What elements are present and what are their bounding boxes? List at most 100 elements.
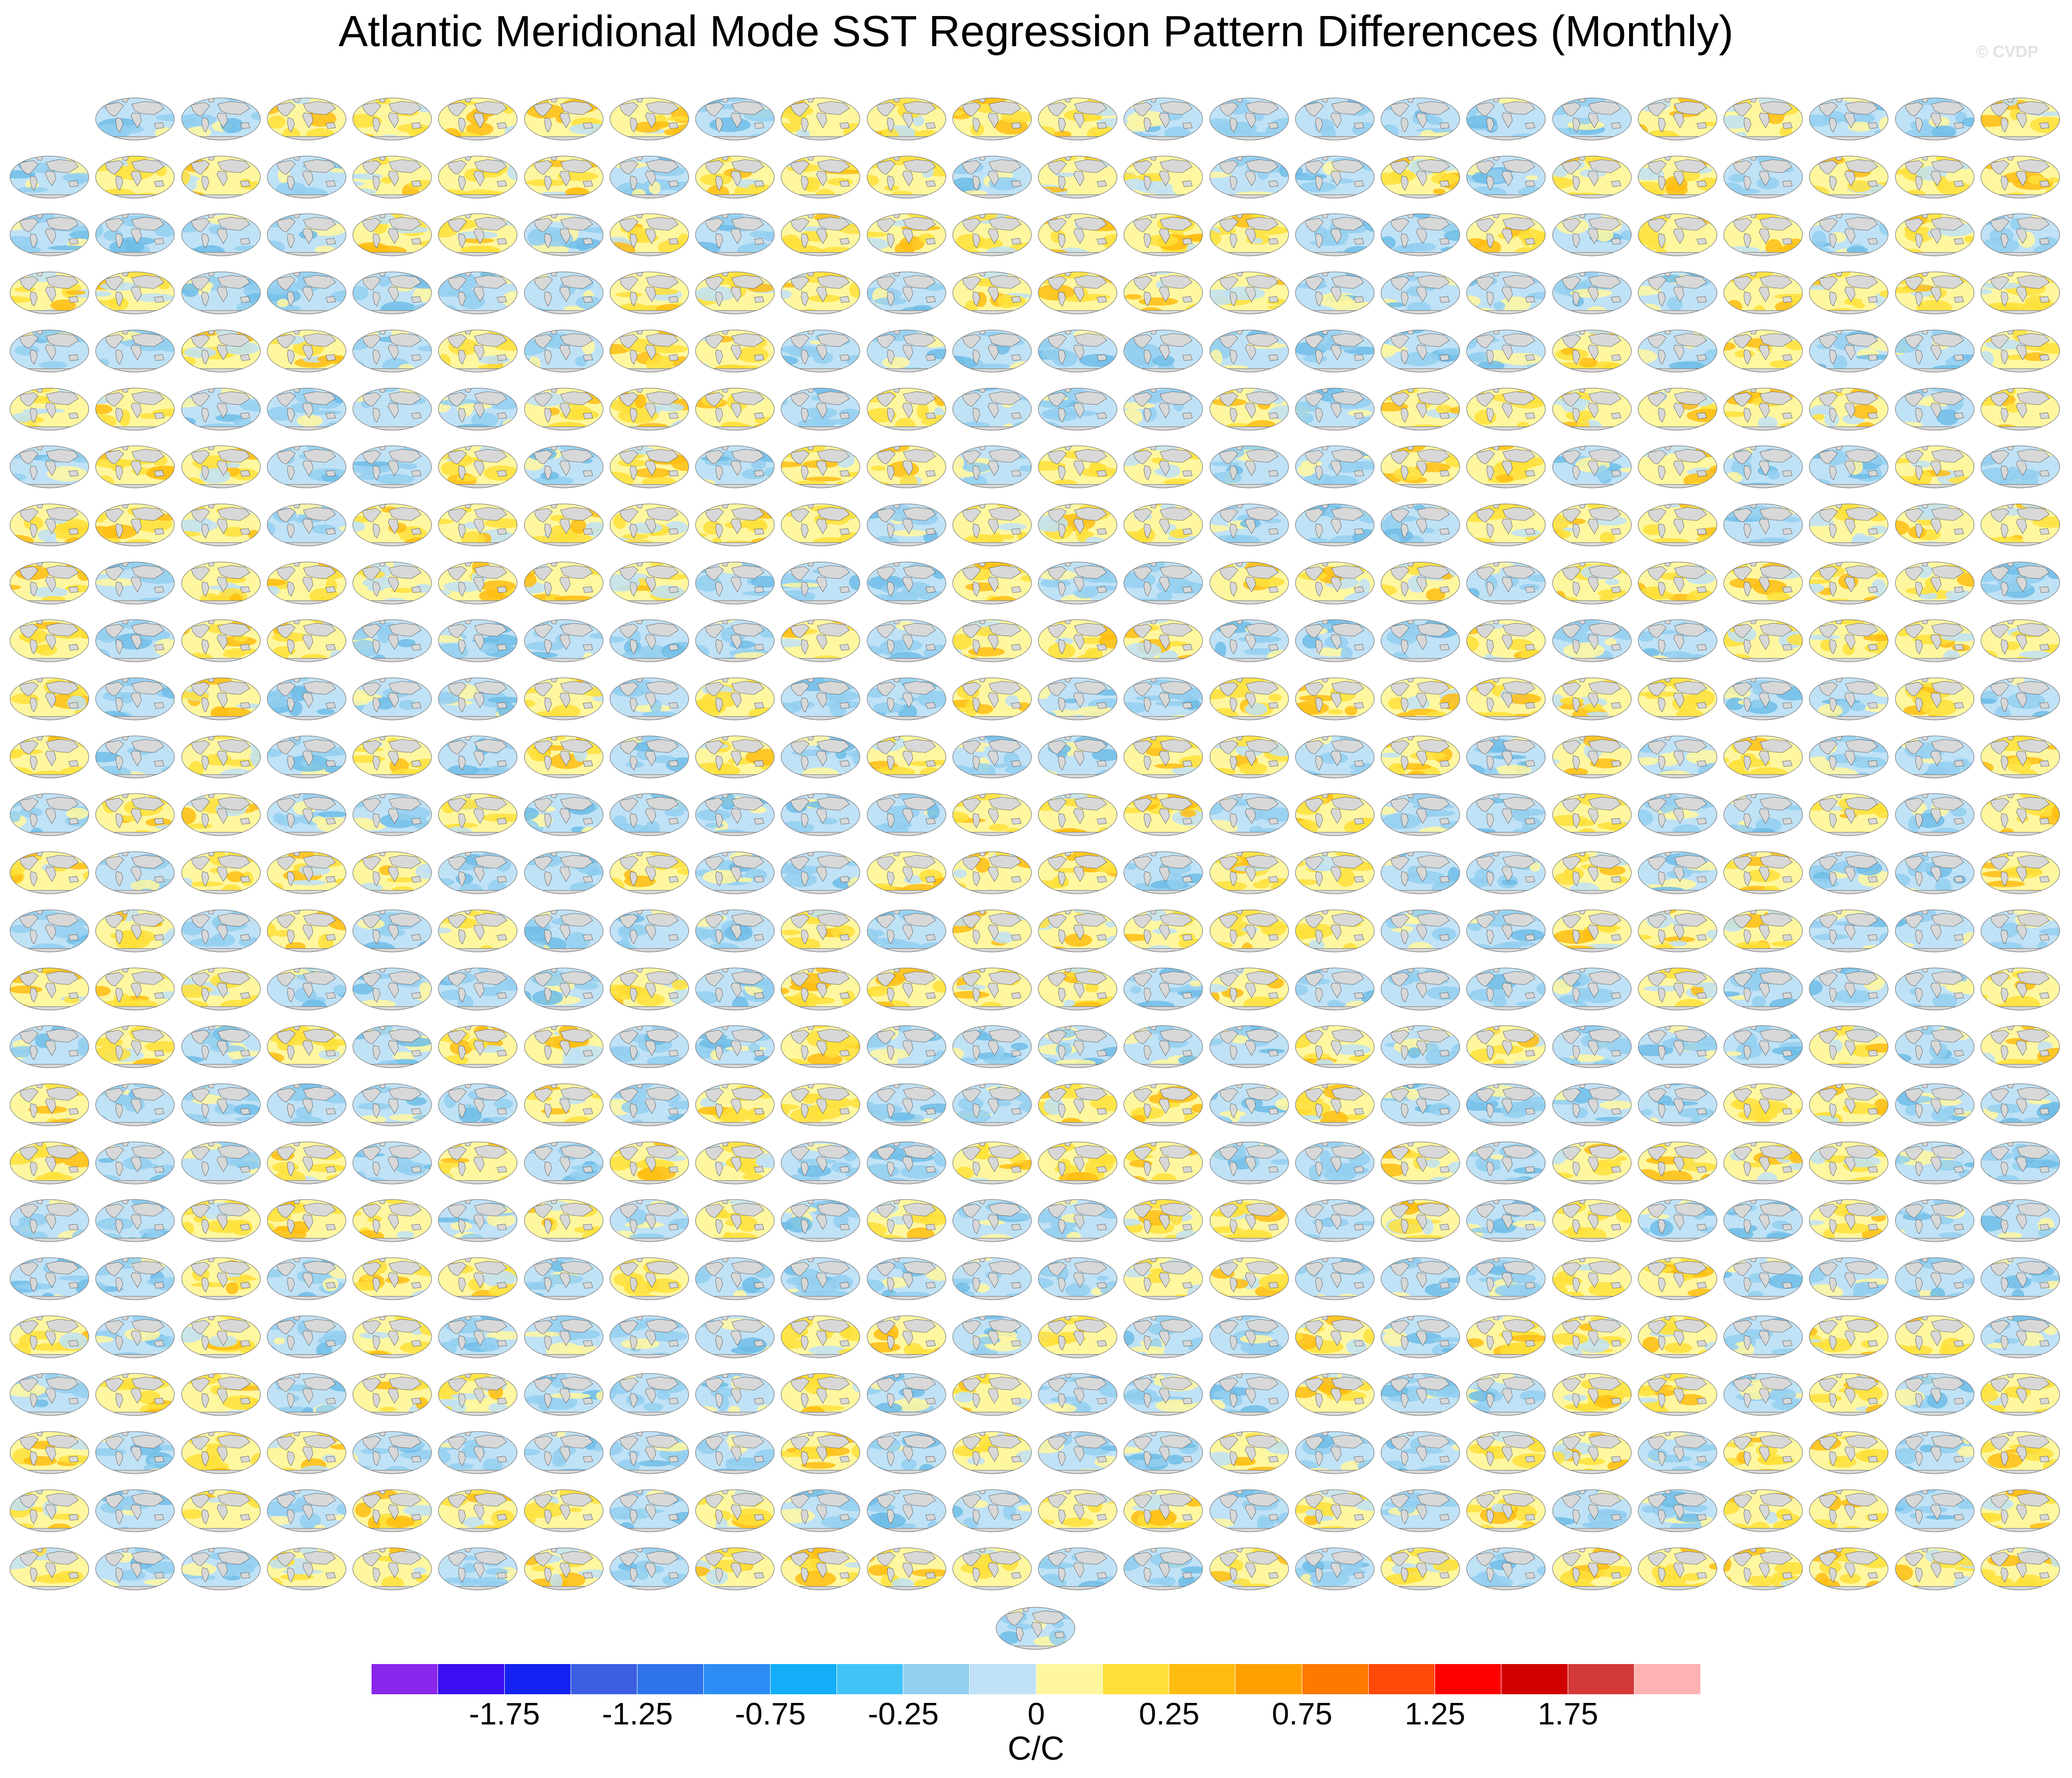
sst-map xyxy=(1038,909,1117,952)
sst-map xyxy=(1809,1489,1889,1532)
sst-map xyxy=(695,561,775,605)
sst-map-panel xyxy=(181,445,263,492)
sst-map xyxy=(1894,97,1975,141)
sst-map-panel xyxy=(1723,909,1805,956)
sst-map-panel xyxy=(1637,1315,1720,1362)
sst-map xyxy=(1809,851,1889,894)
sst-map-panel xyxy=(9,561,92,608)
sst-map-panel xyxy=(1123,271,1205,318)
sst-map xyxy=(523,561,604,605)
sst-map xyxy=(1638,1199,1717,1242)
sst-map xyxy=(1980,1025,2060,1068)
sst-map-panel xyxy=(1723,967,1805,1014)
sst-map-panel xyxy=(266,677,349,724)
sst-map xyxy=(181,1547,261,1590)
sst-map xyxy=(1894,735,1975,778)
sst-map xyxy=(1552,677,1632,720)
sst-map-panel xyxy=(780,561,863,608)
sst-map xyxy=(1723,851,1803,894)
sst-map xyxy=(523,445,604,488)
sst-map xyxy=(1894,1083,1975,1126)
sst-map xyxy=(438,851,518,894)
sst-map xyxy=(1381,1373,1460,1416)
sst-map xyxy=(1209,1431,1289,1474)
sst-map-panel xyxy=(1295,1025,1377,1071)
sst-map xyxy=(181,677,261,720)
sst-map xyxy=(695,1083,775,1126)
sst-map-panel xyxy=(609,97,691,144)
sst-map-panel xyxy=(437,1489,520,1535)
sst-map xyxy=(1980,851,2060,894)
sst-map-panel xyxy=(95,503,177,550)
sst-map xyxy=(181,271,261,314)
sst-map-panel xyxy=(95,1431,177,1477)
sst-map-panel xyxy=(352,1373,434,1419)
sst-map-panel xyxy=(523,503,606,550)
sst-map xyxy=(1980,330,2060,373)
sst-map xyxy=(866,909,946,952)
sst-map xyxy=(1123,619,1203,662)
sst-map xyxy=(1381,1547,1460,1590)
sst-map xyxy=(267,909,346,952)
sst-map-panel xyxy=(866,1025,949,1071)
sst-map xyxy=(10,793,89,836)
sst-map xyxy=(267,1373,346,1416)
sst-map xyxy=(10,1373,89,1416)
sst-map-panel xyxy=(1723,1315,1805,1362)
sst-map xyxy=(1723,735,1803,778)
sst-map xyxy=(438,561,518,605)
sst-map xyxy=(95,561,175,605)
sst-map-panel xyxy=(352,909,434,956)
sst-map-panel xyxy=(695,1257,777,1303)
sst-map xyxy=(438,503,518,546)
sst-map-panel xyxy=(1466,677,1548,724)
sst-map xyxy=(438,330,518,373)
sst-map-panel xyxy=(1209,1257,1291,1303)
map-panel-grid xyxy=(9,97,2062,1650)
sst-map xyxy=(181,1141,261,1184)
sst-map-panel xyxy=(1980,851,2062,897)
sst-map-panel xyxy=(523,1547,606,1594)
sst-map-panel xyxy=(952,967,1034,1014)
sst-map xyxy=(1980,1141,2060,1184)
sst-map xyxy=(1295,330,1375,373)
sst-map xyxy=(1466,387,1546,431)
sst-map xyxy=(95,445,175,488)
sst-map-panel xyxy=(1466,851,1548,897)
sst-map xyxy=(695,387,775,431)
sst-map-panel xyxy=(609,1257,691,1303)
sst-map-panel xyxy=(523,271,606,318)
sst-map-panel xyxy=(437,213,520,259)
chart-title: Atlantic Meridional Mode SST Regression … xyxy=(338,7,1734,56)
sst-map-panel xyxy=(1209,561,1291,608)
sst-map-panel xyxy=(9,735,92,782)
sst-map-panel xyxy=(1808,1373,1891,1419)
sst-map xyxy=(181,1257,261,1300)
sst-map-panel xyxy=(1980,97,2062,144)
sst-map-panel xyxy=(1123,1257,1205,1303)
sst-map-panel xyxy=(1380,1141,1462,1188)
sst-map xyxy=(1638,330,1717,373)
sst-map-panel xyxy=(1466,97,1548,144)
sst-map xyxy=(267,619,346,662)
sst-map xyxy=(352,503,432,546)
sst-map-panel xyxy=(1123,1025,1205,1071)
sst-map-panel xyxy=(1723,851,1805,897)
sst-map-panel xyxy=(780,445,863,492)
sst-map xyxy=(10,909,89,952)
sst-map-panel xyxy=(995,1606,1078,1653)
sst-map xyxy=(352,445,432,488)
sst-map-panel xyxy=(1552,561,1634,608)
sst-map xyxy=(866,1489,946,1532)
sst-map xyxy=(1894,1025,1975,1068)
sst-map-panel xyxy=(1894,1083,1977,1129)
colorbar-swatch xyxy=(1568,1664,1635,1694)
sst-map-panel xyxy=(95,1257,177,1303)
sst-map xyxy=(610,1025,689,1068)
sst-map-panel xyxy=(1037,97,1120,144)
sst-map xyxy=(1209,387,1289,431)
sst-map xyxy=(1123,677,1203,720)
sst-map-panel xyxy=(1466,1083,1548,1129)
sst-map xyxy=(181,967,261,1011)
sst-map-panel xyxy=(1723,1199,1805,1245)
